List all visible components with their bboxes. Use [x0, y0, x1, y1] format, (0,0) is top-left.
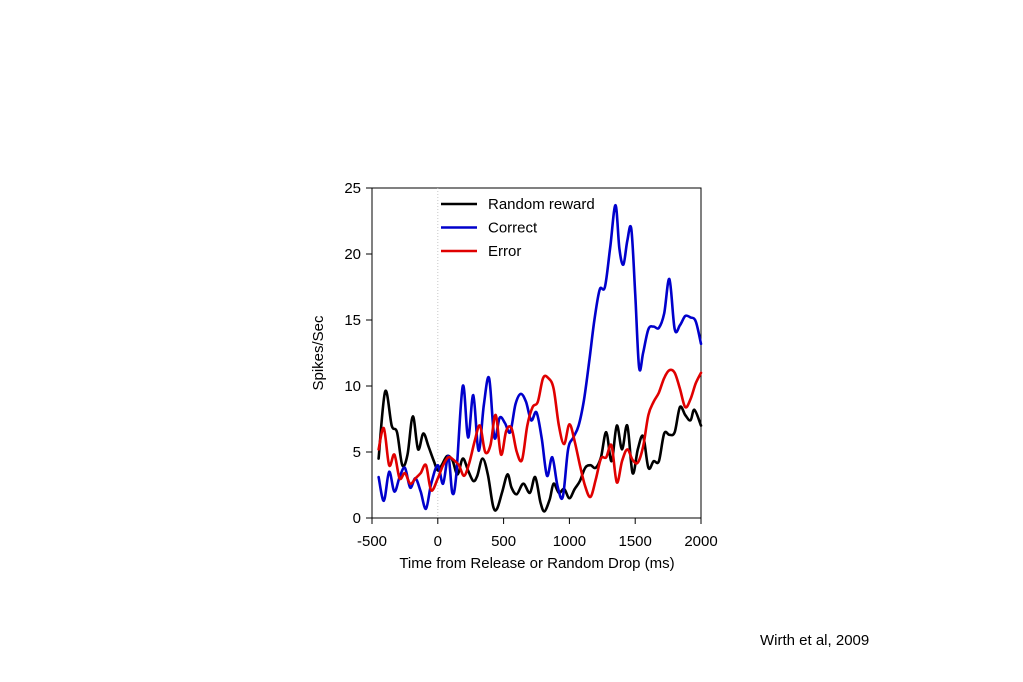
y-tick-label: 20: [344, 246, 361, 263]
y-tick-label: 5: [353, 444, 361, 461]
y-tick-label: 10: [344, 378, 361, 395]
series-line-error: [377, 368, 703, 499]
x-tick-label: 0: [434, 533, 442, 550]
legend-label-error: Error: [488, 243, 521, 260]
legend-label-random-reward: Random reward: [488, 196, 595, 213]
x-axis-title: Time from Release or Random Drop (ms): [399, 555, 674, 572]
y-tick-label: 0: [353, 510, 361, 527]
x-tick-label: 1500: [619, 533, 652, 550]
plot-frame: [371, 187, 702, 519]
x-tick-label: -500: [357, 533, 387, 550]
y-axis-title: Spikes/Sec: [310, 315, 327, 391]
x-tick-label: 1000: [553, 533, 586, 550]
series-line-correct: [377, 203, 703, 511]
legend-label-correct: Correct: [488, 220, 538, 237]
citation-text: Wirth et al, 2009: [760, 632, 870, 649]
series-line-random-reward: [377, 389, 703, 513]
y-tick-label: 25: [344, 180, 361, 197]
y-tick-label: 15: [344, 312, 361, 329]
x-tick-label: 500: [491, 533, 516, 550]
x-tick-label: 2000: [684, 533, 717, 550]
